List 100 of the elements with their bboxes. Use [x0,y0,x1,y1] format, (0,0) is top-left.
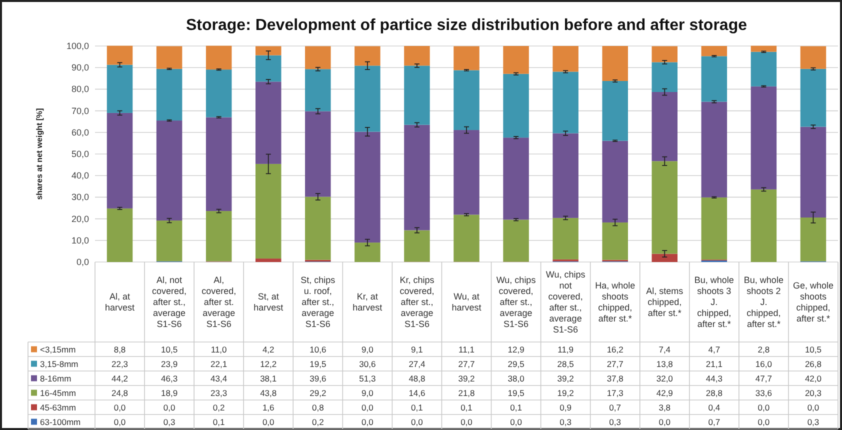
data-label: 39,2 [458,373,476,384]
data-label: 0,3 [163,416,176,427]
legend-label: 45-63mm [40,402,76,412]
data-label: 0,0 [758,416,770,427]
data-label: 39,6 [310,373,326,384]
data-label: 16,0 [755,358,772,369]
x-tick-label: Bu, whole shoots 2 J. chipped, after st.* [744,275,784,329]
data-label: 27,7 [606,358,624,369]
data-label: 38,0 [508,373,525,384]
data-label: 0,7 [708,416,720,427]
data-label: 33,6 [755,388,772,398]
data-label: 32,0 [656,373,674,384]
data-label: 29,2 [310,388,326,398]
data-label: 0,0 [460,416,473,427]
data-label: 14,6 [408,388,426,398]
data-label: 0,4 [708,402,720,412]
data-label: 0,0 [510,416,522,427]
y-tick-label: 10,0 [71,235,89,246]
legend-label: 63-100mm [40,416,81,427]
data-label: 11,1 [458,344,475,354]
data-label: 19,5 [508,388,525,398]
data-label: 0,9 [560,402,572,412]
data-label: 30,6 [359,358,376,369]
data-label: 43,4 [210,373,228,384]
y-tick-label: 90,0 [71,62,89,73]
legend-label: 3,15-8mm [40,358,78,369]
y-tick-label: 60,0 [71,127,89,138]
data-label: 0,8 [312,402,324,412]
data-label: 10,5 [804,344,822,354]
data-label: 4,2 [262,344,275,354]
data-label: 0,0 [163,402,176,412]
data-label: 22,1 [210,358,228,369]
data-label: 48,8 [408,373,426,384]
data-label: 39,2 [557,373,574,384]
data-label: 28,5 [557,358,574,369]
data-label: 20,3 [804,388,822,398]
data-label: 0,2 [212,402,226,412]
data-label: 7,4 [658,344,671,354]
data-label: 0,3 [807,416,820,427]
data-label: 23,3 [210,388,228,398]
data-label: 9,0 [362,388,374,398]
data-label: 10,5 [161,344,178,354]
y-tick-label: 30,0 [71,192,89,202]
x-tick-label: Al, at harvest [105,292,136,312]
data-label: 8,8 [114,344,126,354]
data-label: 0,1 [411,402,424,412]
x-tick-label: Wu, chips covered, after st., average S1-S6 [496,275,536,329]
data-label: 42,0 [804,373,822,384]
data-label: 18,9 [161,388,178,398]
x-tick-label: St, at harvest [254,292,284,312]
data-label: 51,3 [359,373,376,384]
x-tick-label: Wu, chips not covered, after st., average S1-S6 [546,270,586,334]
data-label: 44,3 [706,373,723,384]
data-label: 16,2 [606,344,624,354]
data-label: 37,8 [606,373,624,384]
data-label: 27,7 [458,358,476,369]
x-tick-label: Wu, at harvest [452,292,482,312]
legend-label: 16-45mm [40,388,76,398]
data-label: 17,3 [606,388,624,398]
data-label: 44,2 [111,373,128,384]
data-label: 38,1 [260,373,277,384]
y-tick-label: 40,0 [71,170,89,181]
data-label: 0,0 [658,416,671,427]
x-tick-label: St, chips u. roof, after st., average S1-S6 [300,275,336,329]
y-axis-title: shares at net weight [%] [35,108,44,200]
data-label: 11,9 [558,344,574,354]
data-label: 43,8 [260,388,277,398]
data-label: 0,0 [362,416,374,427]
data-label: 28,8 [706,388,723,398]
data-label: 0,3 [609,416,622,427]
y-tick-label: 20,0 [71,214,89,224]
data-label: 11,0 [210,344,228,354]
data-label: 10,6 [310,344,326,354]
chart-title: Storage: Development of partice size distribution before and after storage [186,17,748,34]
y-tick-label: 50,0 [71,149,89,159]
legend-label: <3,15mm [40,344,76,354]
data-label: 19,5 [310,358,326,369]
data-label: 21,1 [706,358,723,369]
data-label: 12,2 [260,358,277,369]
x-tick-label: Al, not covered, after st., average S1-S6 [152,275,187,329]
data-label: 9,1 [411,344,424,354]
data-label: 19,2 [557,388,574,398]
data-label: 0,0 [114,402,126,412]
x-tick-label: Ge, whole shoots chipped, after st.* [792,280,834,324]
data-label: 0,0 [114,416,126,427]
data-label: 0,7 [609,402,622,412]
data-label: 22,3 [111,358,128,369]
x-tick-label: Kr, at harvest [352,292,383,312]
data-label: 9,0 [362,344,374,354]
data-label: 1,6 [262,402,275,412]
legend-label: 8-16mm [40,373,72,384]
data-label: 0,1 [510,402,522,412]
x-tick-label: Al, covered, after st. average S1-S6 [202,275,236,329]
data-label: 23,9 [161,358,178,369]
data-label: 27,4 [408,358,426,369]
data-label: 24,8 [111,388,128,398]
data-label: 12,9 [508,344,525,354]
data-label: 0,1 [460,402,473,412]
x-tick-label: Al, stems chipped, after st.* [646,286,684,318]
data-label: 0,1 [212,416,226,427]
